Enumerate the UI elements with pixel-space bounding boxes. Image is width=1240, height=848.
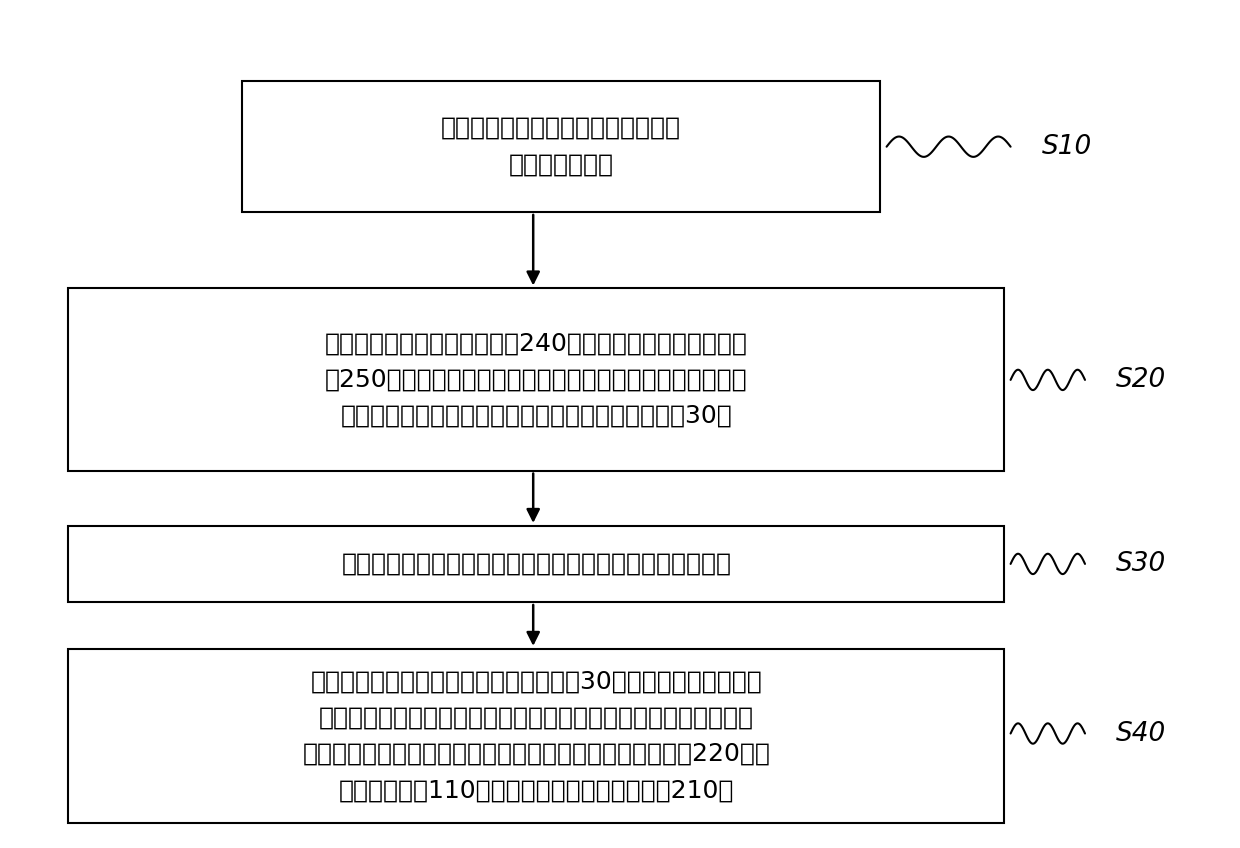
Bar: [68, 288, 1004, 471]
Text: 计算获取所述入口侧压力值和所述出口侧压力值的压力差值: 计算获取所述入口侧压力值和所述出口侧压力值的压力差值: [341, 552, 732, 576]
Text: 预设多个级别压力差阈值，所述处理器（30）判断所述压力差值与
所述多个级别压力差阈值之间的关系，并根据所述压力差值与所述
多个级别压力差阈值之间的关系，控制所述: 预设多个级别压力差阈值，所述处理器（30）判断所述压力差值与 所述多个级别压力差…: [303, 669, 770, 802]
Bar: [68, 649, 1004, 823]
Text: S10: S10: [1042, 134, 1092, 159]
Text: 根据所述入口压力检测装置（240）和所述出口压力检测装置
（250）分别获取入口侧压力值和出口侧压力值，并将所述入
口侧压力值和所述出口侧压力值传输至所述处理器: 根据所述入口压力检测装置（240）和所述出口压力检测装置 （250）分别获取入口…: [325, 331, 748, 428]
Text: 提供一基于两相流动传热的动力电池
组强制循环系统: 提供一基于两相流动传热的动力电池 组强制循环系统: [441, 116, 681, 176]
Text: S30: S30: [1116, 551, 1167, 577]
Text: S20: S20: [1116, 367, 1167, 393]
Bar: [242, 81, 880, 212]
Text: S40: S40: [1116, 721, 1167, 746]
Bar: [68, 526, 1004, 602]
